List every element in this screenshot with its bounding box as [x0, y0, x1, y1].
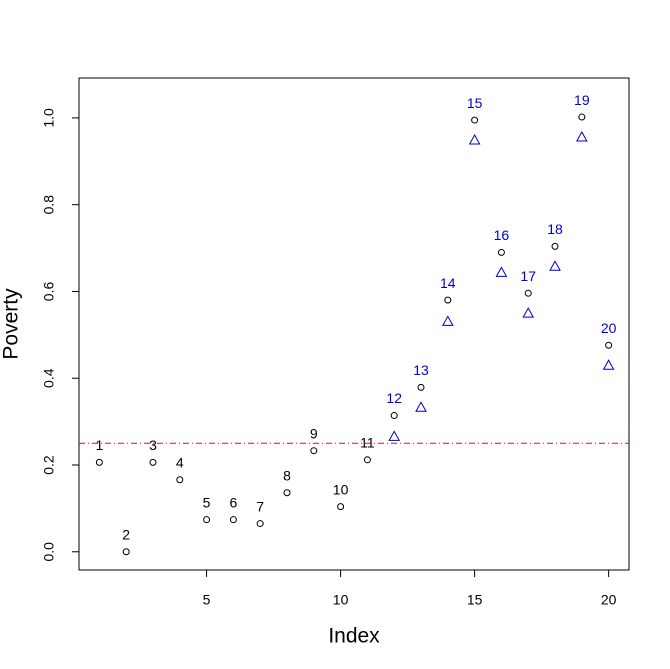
y-tick-label: 0.0 [41, 542, 57, 562]
circle-marker [256, 520, 264, 528]
point-label: 7 [256, 498, 264, 514]
y-tick-label: 0.8 [41, 195, 57, 215]
triangle-marker [495, 266, 508, 277]
circle-marker [95, 458, 103, 466]
x-tick-label: 20 [601, 592, 617, 608]
point-label: 10 [333, 481, 349, 497]
circle-marker [524, 289, 532, 297]
circle-marker [444, 296, 452, 304]
circle-marker [310, 447, 318, 455]
point-label: 8 [283, 467, 291, 483]
plot-frame [78, 77, 630, 571]
circle-marker [417, 383, 425, 391]
triangle-marker [522, 307, 535, 318]
x-tick-label: 10 [333, 592, 349, 608]
triangle-marker [441, 315, 454, 326]
point-label: 14 [440, 275, 456, 291]
circle-marker [605, 341, 613, 349]
x-axis-label: Index [328, 625, 380, 648]
y-tick-label: 0.6 [41, 282, 57, 302]
point-label: 9 [310, 425, 318, 441]
circle-marker [551, 242, 559, 250]
point-label: 16 [494, 227, 510, 243]
triangle-marker [415, 401, 427, 412]
point-label: 19 [574, 92, 590, 108]
point-label: 18 [547, 221, 563, 237]
point-label: 11 [360, 435, 375, 451]
y-axis-label: Poverty [0, 288, 23, 360]
triangle-marker [468, 134, 481, 145]
x-tick-label: 15 [467, 592, 483, 608]
point-label: 6 [229, 494, 237, 510]
circle-marker [229, 516, 237, 524]
triangle-marker [549, 260, 561, 271]
point-label: 4 [176, 454, 184, 470]
point-label: 12 [386, 390, 402, 406]
point-label: 5 [203, 494, 211, 510]
circle-marker [363, 456, 371, 464]
circle-marker [122, 548, 130, 556]
x-tick-label: 5 [203, 592, 211, 608]
circle-marker [497, 248, 505, 256]
circle-marker [176, 476, 184, 484]
y-tick-label: 0.2 [41, 455, 57, 475]
point-label: 15 [467, 95, 483, 111]
triangle-marker [575, 130, 588, 142]
circle-marker [390, 412, 398, 420]
triangle-marker [602, 359, 615, 370]
circle-marker [283, 489, 291, 497]
y-tick-label: 0.4 [41, 368, 57, 388]
point-label: 13 [413, 362, 429, 378]
point-label: 1 [95, 437, 103, 453]
triangle-marker [388, 430, 401, 441]
point-label: 3 [149, 437, 157, 453]
point-label: 17 [520, 268, 536, 284]
circle-marker [337, 503, 345, 511]
circle-marker [578, 113, 586, 121]
point-label: 2 [122, 526, 130, 542]
circle-marker [149, 458, 157, 466]
circle-marker [203, 516, 211, 524]
circle-marker [471, 116, 479, 124]
point-label: 20 [601, 320, 617, 336]
y-tick-label: 1.0 [41, 108, 57, 128]
